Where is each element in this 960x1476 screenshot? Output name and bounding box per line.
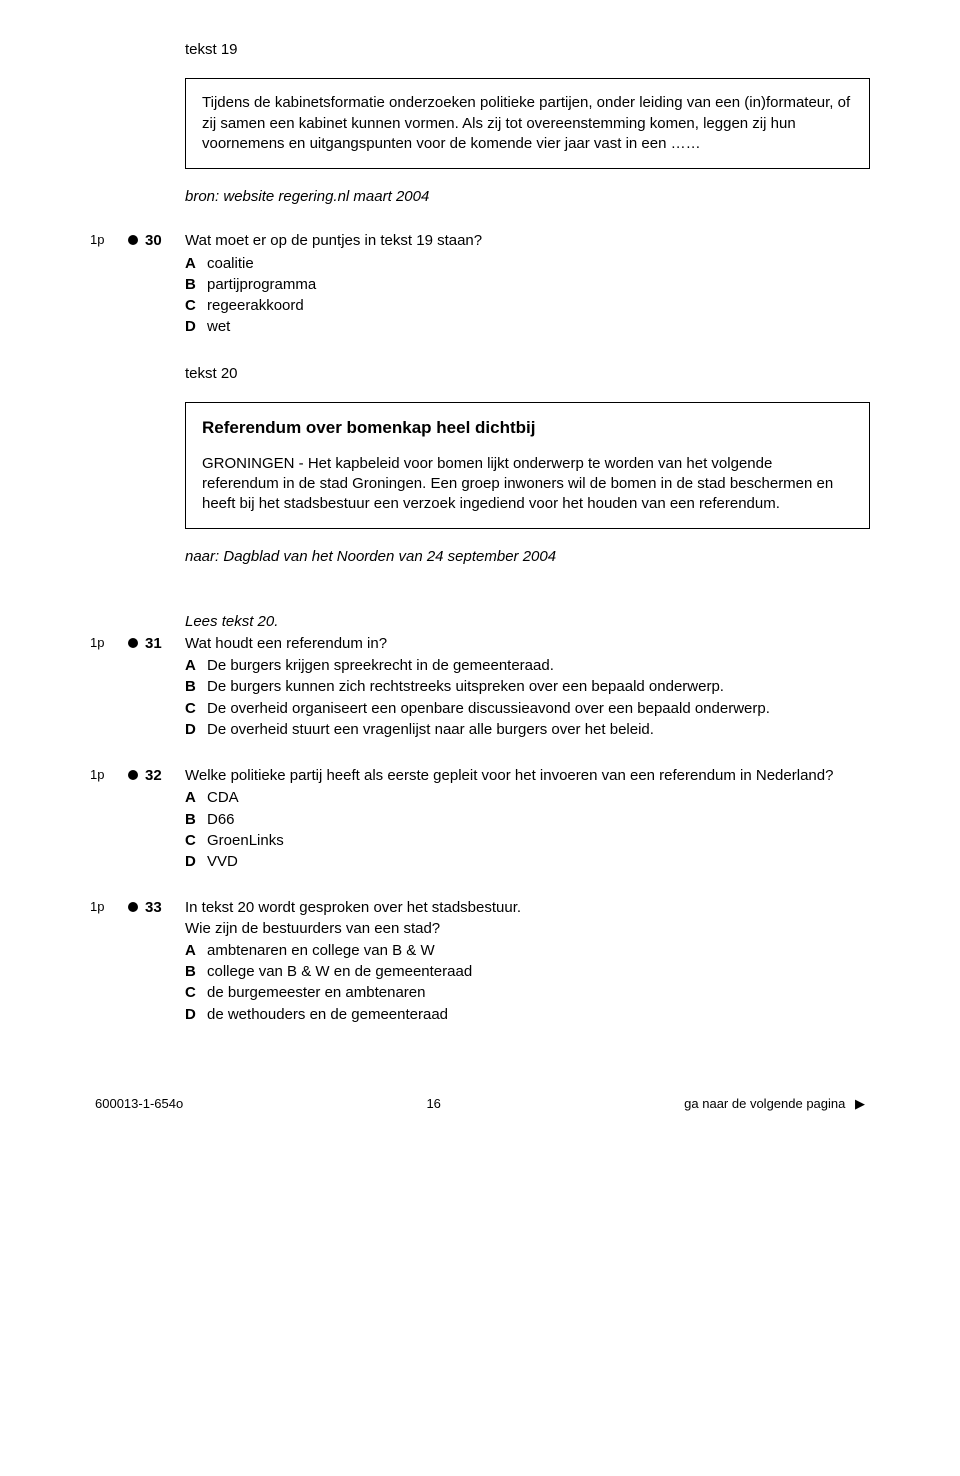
q33-ans-b: college van B & W en de gemeenteraad bbox=[207, 962, 870, 982]
ans-letter: D bbox=[185, 317, 207, 337]
ans-letter: B bbox=[185, 962, 207, 982]
q30-ans-c: regeerakkoord bbox=[207, 296, 870, 316]
bullet-icon bbox=[128, 902, 138, 912]
q32-ans-c: GroenLinks bbox=[207, 831, 870, 851]
ans-letter: A bbox=[185, 656, 207, 676]
page-footer: 600013-1-654o 16 ga naar de volgende pag… bbox=[90, 1095, 870, 1113]
bullet-icon bbox=[128, 770, 138, 780]
question-32: 1p 32 Welke politieke partij heeft als e… bbox=[90, 766, 870, 872]
tekst20-label: tekst 20 bbox=[185, 364, 870, 384]
ans-letter: A bbox=[185, 788, 207, 808]
q30-ans-a: coalitie bbox=[207, 254, 870, 274]
q33-question-line1: In tekst 20 wordt gesproken over het sta… bbox=[185, 898, 870, 918]
q31-pre: Lees tekst 20. bbox=[185, 612, 870, 632]
ans-letter: A bbox=[185, 254, 207, 274]
q32-ans-b: D66 bbox=[207, 810, 870, 830]
ans-letter: A bbox=[185, 941, 207, 961]
ans-letter: B bbox=[185, 810, 207, 830]
bullet-icon bbox=[128, 638, 138, 648]
q33-points: 1p bbox=[90, 898, 120, 916]
q30-points: 1p bbox=[90, 231, 120, 249]
q31-num: 31 bbox=[145, 634, 185, 654]
tekst19-label: tekst 19 bbox=[185, 40, 870, 60]
tekst20-box-title: Referendum over bomenkap heel dichtbij bbox=[202, 417, 853, 440]
bullet-icon bbox=[128, 235, 138, 245]
ans-letter: C bbox=[185, 831, 207, 851]
tekst20-box-text: GRONINGEN - Het kapbeleid voor bomen lij… bbox=[202, 454, 853, 515]
ans-letter: D bbox=[185, 720, 207, 740]
ans-letter: B bbox=[185, 275, 207, 295]
q30-ans-b: partijprogramma bbox=[207, 275, 870, 295]
q32-ans-d: VVD bbox=[207, 852, 870, 872]
ans-letter: C bbox=[185, 699, 207, 719]
q33-num: 33 bbox=[145, 898, 185, 918]
footer-page-num: 16 bbox=[426, 1095, 440, 1113]
question-33: 1p 33 In tekst 20 wordt gesproken over h… bbox=[90, 898, 870, 1025]
q31-points: 1p bbox=[90, 634, 120, 652]
arrow-right-icon: ▶ bbox=[855, 1095, 865, 1113]
footer-next-text: ga naar de volgende pagina bbox=[684, 1096, 845, 1111]
q31-ans-c: De overheid organiseert een openbare dis… bbox=[207, 699, 870, 719]
q31-question: Wat houdt een referendum in? bbox=[185, 634, 870, 654]
q30-num: 30 bbox=[145, 231, 185, 251]
q31-ans-b: De burgers kunnen zich rechtstreeks uits… bbox=[207, 677, 870, 697]
tekst20-box: Referendum over bomenkap heel dichtbij G… bbox=[185, 402, 870, 530]
q33-ans-a: ambtenaren en college van B & W bbox=[207, 941, 870, 961]
q32-ans-a: CDA bbox=[207, 788, 870, 808]
q32-num: 32 bbox=[145, 766, 185, 786]
ans-letter: B bbox=[185, 677, 207, 697]
q31-ans-d: De overheid stuurt een vragenlijst naar … bbox=[207, 720, 870, 740]
tekst19-source: bron: website regering.nl maart 2004 bbox=[185, 187, 870, 207]
ans-letter: D bbox=[185, 1005, 207, 1025]
footer-left: 600013-1-654o bbox=[95, 1095, 183, 1113]
question-31: Lees tekst 20. 1p 31 Wat houdt een refer… bbox=[90, 612, 870, 741]
q33-ans-c: de burgemeester en ambtenaren bbox=[207, 983, 870, 1003]
tekst20-source: naar: Dagblad van het Noorden van 24 sep… bbox=[185, 547, 870, 567]
q33-question-line2: Wie zijn de bestuurders van een stad? bbox=[185, 919, 870, 939]
question-30: 1p 30 Wat moet er op de puntjes in tekst… bbox=[90, 231, 870, 337]
tekst19-box-text: Tijdens de kabinetsformatie onderzoeken … bbox=[202, 93, 853, 154]
ans-letter: D bbox=[185, 852, 207, 872]
q31-ans-a: De burgers krijgen spreekrecht in de gem… bbox=[207, 656, 870, 676]
q32-question: Welke politieke partij heeft als eerste … bbox=[185, 766, 870, 786]
ans-letter: C bbox=[185, 983, 207, 1003]
q32-points: 1p bbox=[90, 766, 120, 784]
tekst19-box: Tijdens de kabinetsformatie onderzoeken … bbox=[185, 78, 870, 169]
q33-ans-d: de wethouders en de gemeenteraad bbox=[207, 1005, 870, 1025]
ans-letter: C bbox=[185, 296, 207, 316]
q30-ans-d: wet bbox=[207, 317, 870, 337]
q30-question: Wat moet er op de puntjes in tekst 19 st… bbox=[185, 231, 870, 251]
